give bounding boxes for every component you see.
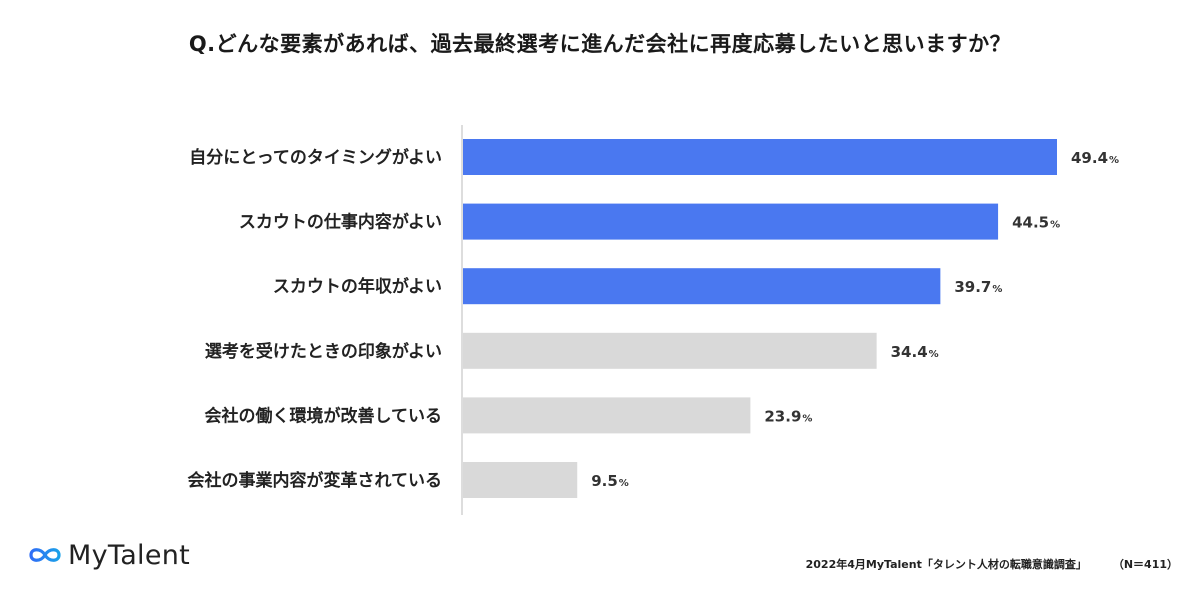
category-label: 会社の働く環境が改善している	[205, 405, 443, 426]
source-footer: 2022年4月MyTalent「タレント人材の転職意識調査」 （N＝411）	[806, 556, 1178, 572]
bar	[463, 397, 751, 434]
data-label: 9.5%	[591, 472, 629, 490]
bar	[463, 203, 999, 240]
category-label: 自分にとってのタイミングがよい	[189, 147, 442, 168]
sample-size: （N＝411）	[1112, 558, 1178, 571]
category-label: 会社の事業内容が変革されている	[188, 470, 443, 491]
category-label: スカウトの年収がよい	[273, 276, 442, 297]
data-label: 39.7%	[954, 278, 1002, 296]
infinity-logo-icon	[29, 548, 61, 562]
source-text: 2022年4月MyTalent「タレント人材の転職意識調査」	[805, 558, 1087, 571]
bar	[463, 332, 877, 369]
logo-text: MyTalent	[68, 539, 191, 571]
bar	[463, 268, 941, 305]
mytalent-logo: MyTalent	[26, 537, 190, 573]
data-label: 49.4%	[1071, 149, 1119, 167]
data-label: 44.5%	[1012, 214, 1060, 232]
data-label: 23.9%	[764, 407, 812, 425]
data-label: 34.4%	[891, 343, 939, 361]
category-label: スカウトの仕事内容がよい	[239, 212, 442, 233]
bar	[463, 139, 1057, 175]
bar	[463, 462, 578, 498]
chart-title: Q.どんな要素があれば、過去最終選考に進んだ会社に再度応募したいと思いますか？	[188, 32, 1012, 56]
category-label: 選考を受けたときの印象がよい	[205, 341, 442, 362]
